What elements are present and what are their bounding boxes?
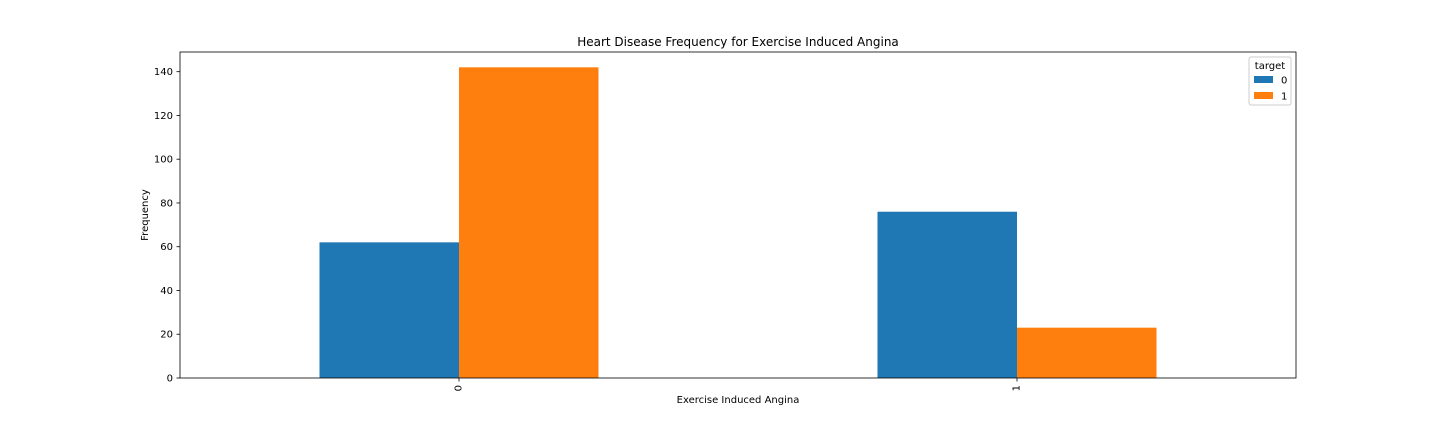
y-tick-label: 60 [160,242,173,253]
bar-series-1-category-1 [1017,327,1157,378]
legend-entries: 01 [1254,76,1287,103]
bar-series-1-category-0 [459,67,599,378]
legend-swatch-1 [1254,92,1273,99]
legend: target 01 [1248,56,1292,106]
y-axis: 0 20 40 60 80 100 120 140 [154,67,180,385]
bar-series-0-category-1 [877,211,1017,378]
y-tick-label: 80 [160,198,173,209]
legend-label-0: 0 [1281,76,1287,87]
legend-title: target [1255,61,1285,72]
plot-frame [179,51,1297,379]
x-axis-label: Exercise Induced Angina [677,395,800,406]
legend-label-1: 1 [1281,92,1287,103]
y-tick-label: 40 [160,286,173,297]
y-tick-label: 0 [167,374,173,385]
chart-title: Heart Disease Frequency for Exercise Ind… [577,35,899,49]
x-tick-label: 1 [1012,385,1023,391]
bars-layer [319,67,1157,378]
y-tick-label: 100 [154,155,173,166]
y-tick-label: 20 [160,330,173,341]
bar-series-0-category-0 [319,242,459,378]
x-tick-label: 0 [454,385,465,391]
legend-swatch-0 [1254,76,1273,83]
y-tick-label: 120 [154,111,173,122]
y-tick-label: 140 [154,67,173,78]
y-axis-label: Frequency [140,189,151,241]
